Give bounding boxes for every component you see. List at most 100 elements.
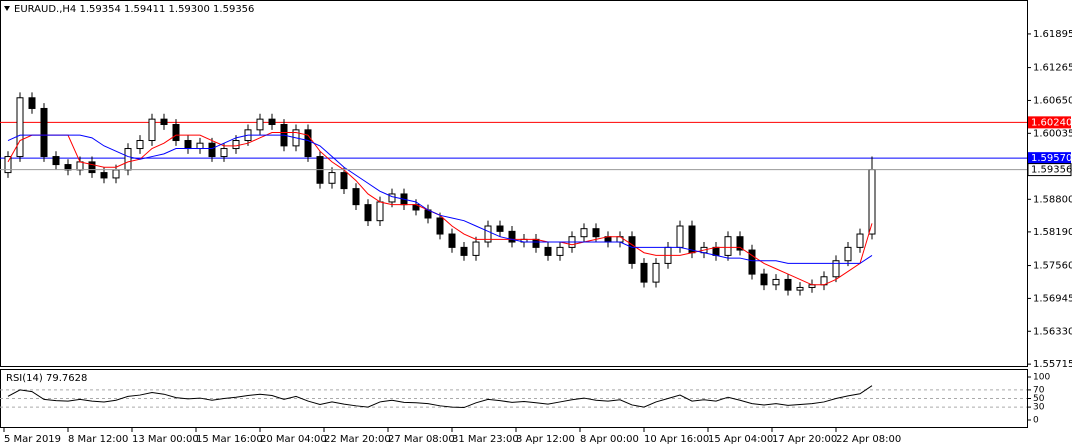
candle-body: [460, 246, 468, 256]
chart-title: EURAUD.,H4 1.59354 1.59411 1.59300 1.593…: [14, 4, 254, 15]
candle-body: [832, 260, 840, 278]
candle-body: [844, 246, 852, 262]
candle-body: [4, 156, 12, 174]
x-tick-label: 8 Apr 00:00: [580, 434, 639, 445]
candle-body: [340, 172, 348, 190]
candle-body: [112, 169, 120, 179]
candle-body: [124, 148, 132, 171]
x-tick-label: 10 Apr 16:00: [644, 434, 709, 445]
rsi-line: [7, 385, 873, 409]
candle-body: [688, 225, 696, 254]
y-tick-label: 1.58190: [1033, 227, 1072, 238]
candle-body: [76, 161, 84, 171]
candle-body: [748, 249, 756, 275]
x-tick-label: 17 Apr 20:00: [772, 434, 837, 445]
level-label: 1.59570: [1031, 153, 1072, 164]
candle-body: [376, 201, 384, 222]
candle-body: [88, 161, 96, 174]
candle-body: [532, 238, 540, 248]
candle-body: [220, 148, 228, 158]
x-tick-label: 31 Mar 23:00: [452, 434, 519, 445]
candle-body: [208, 142, 216, 158]
rsi-tick-label: 100: [1033, 373, 1050, 383]
candle-body: [592, 228, 600, 238]
candle-body: [628, 236, 636, 264]
x-tick-label: 22 Mar 20:00: [324, 434, 391, 445]
candle-body: [472, 241, 480, 256]
y-tick-label: 1.60650: [1033, 95, 1072, 106]
title-arrow: [4, 6, 10, 11]
x-tick-label: 15 Mar 16:00: [196, 434, 263, 445]
candle-body: [40, 107, 48, 158]
candle-body: [436, 217, 444, 235]
x-tick-label: 15 Apr 04:00: [708, 434, 773, 445]
y-tick-label: 1.57560: [1033, 261, 1072, 272]
candle-body: [268, 118, 276, 125]
candle-body: [160, 118, 168, 125]
candle-body: [16, 97, 24, 158]
candle-body: [448, 233, 456, 248]
price-frame: [0, 0, 1028, 367]
candle-body: [364, 204, 372, 222]
candle-body: [544, 246, 552, 256]
y-tick-label: 1.56945: [1033, 293, 1072, 304]
x-tick-label: 8 Mar 12:00: [68, 434, 128, 445]
candle-body: [100, 172, 108, 179]
candle-body: [712, 246, 720, 256]
rsi-label: RSI(14) 79.7628: [6, 373, 87, 384]
y-tick-label: 1.56330: [1033, 326, 1072, 337]
candle-body: [640, 262, 648, 283]
candle-body: [508, 230, 516, 243]
x-tick-label: 13 Mar 00:00: [132, 434, 199, 445]
level-tag: [1028, 116, 1071, 129]
candle-body: [784, 278, 792, 291]
rsi-tick-label: 30: [1033, 403, 1045, 413]
candle-body: [148, 118, 156, 142]
current-price-label: 1.59356: [1031, 165, 1072, 176]
current-price-tag: [1027, 163, 1072, 177]
candle-body: [28, 97, 36, 109]
x-tick-label: 27 Mar 08:00: [388, 434, 455, 445]
x-tick-label: 20 Mar 04:00: [260, 434, 327, 445]
candle-body: [580, 228, 588, 238]
indicator-line: [7, 134, 873, 264]
candle-body: [496, 225, 504, 232]
level-tag: [1028, 152, 1071, 165]
candle-body: [196, 142, 204, 150]
y-tick-label: 1.58800: [1033, 194, 1072, 205]
rsi-tick-label: 50: [1033, 394, 1045, 404]
candle-body: [652, 262, 660, 283]
candle-body: [328, 172, 336, 184]
candle-body: [256, 118, 264, 131]
level-label: 1.60240: [1031, 117, 1072, 128]
candle-body: [136, 140, 144, 150]
candle-body: [760, 273, 768, 286]
rsi-tick-label: 0: [1033, 416, 1039, 426]
candle-body: [856, 233, 864, 248]
y-tick-label: 1.61895: [1033, 29, 1072, 40]
rsi-tick-label: 70: [1033, 385, 1045, 395]
candle-body: [172, 123, 180, 142]
y-tick-label: 1.55715: [1033, 359, 1072, 370]
candle-body: [724, 236, 732, 256]
y-tick-label: 1.61265: [1033, 63, 1072, 74]
candle-body: [232, 140, 240, 150]
candle-body: [352, 188, 360, 206]
candle-body: [184, 140, 192, 150]
candle-body: [304, 129, 312, 158]
candle-body: [772, 278, 780, 286]
x-tick-label: 22 Apr 08:00: [836, 434, 901, 445]
rsi-name: RSI(14): [6, 373, 43, 384]
candle-body: [676, 225, 684, 248]
candle-body: [796, 286, 804, 291]
candle-body: [736, 236, 744, 251]
x-tick-label: 3 Apr 12:00: [516, 434, 575, 445]
rsi-last: 79.7628: [46, 373, 87, 384]
candle-body: [52, 156, 60, 166]
y-tick-label: 1.60035: [1033, 128, 1072, 139]
x-tick-label: 5 Mar 2019: [4, 434, 61, 445]
candle-body: [388, 193, 396, 203]
candle-body: [556, 246, 564, 256]
